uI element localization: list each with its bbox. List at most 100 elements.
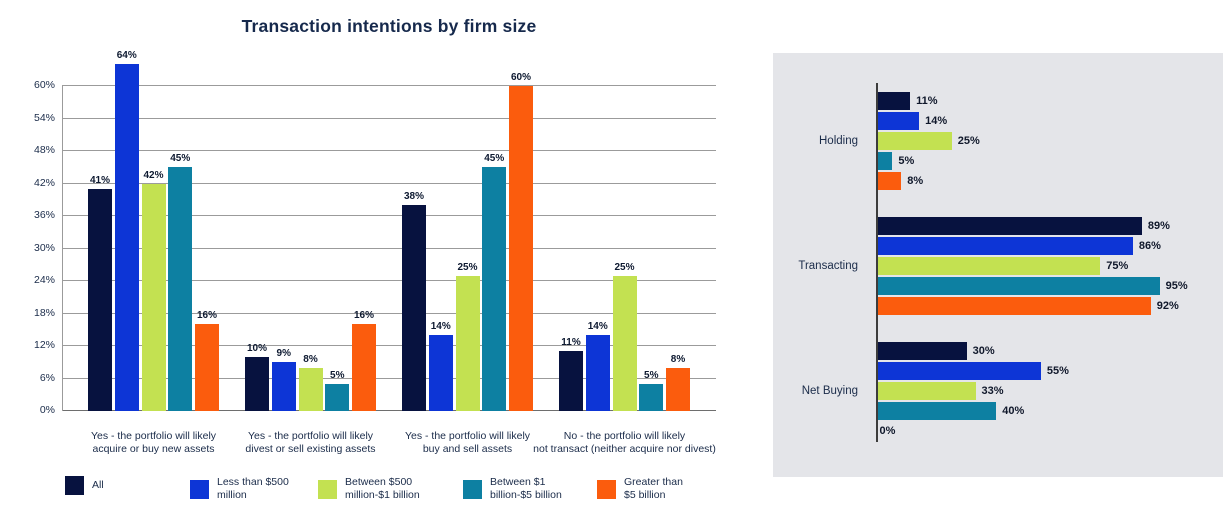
legend-swatch xyxy=(463,479,482,499)
gridline xyxy=(62,312,716,314)
bar xyxy=(195,324,219,411)
legend-item: Greater than $5 billion xyxy=(597,476,683,502)
chart-title: Transaction intentions by firm size xyxy=(241,16,537,36)
bar xyxy=(877,342,967,360)
bar xyxy=(141,183,166,411)
bar xyxy=(455,275,480,411)
gridline xyxy=(62,345,716,346)
bar-value-label: 40% xyxy=(1002,404,1025,417)
bar-value-label: 64% xyxy=(116,50,137,62)
bar xyxy=(877,297,1151,315)
bar xyxy=(877,172,902,190)
y-axis-line xyxy=(876,83,878,442)
bar xyxy=(666,367,690,411)
bar-group: 41% 64% 42% 45% 16% xyxy=(88,50,219,411)
bar-value-label: 86% xyxy=(1138,239,1161,252)
y-tick-label: 48% xyxy=(33,144,55,156)
category-label: No - the portfolio will likely not trans… xyxy=(533,430,716,455)
bar-slot: 8% xyxy=(298,56,323,411)
bar-value-label: 25% xyxy=(457,261,478,273)
bar-value-label: 16% xyxy=(353,310,375,322)
legend-label: Less than $500 million xyxy=(217,476,289,501)
legend-swatch xyxy=(65,476,84,495)
bar-value-label: 92% xyxy=(1156,299,1179,312)
bar-value-label: 75% xyxy=(1106,259,1129,272)
bar-value-label: 25% xyxy=(957,134,980,147)
bar-slot: 11% xyxy=(559,56,583,411)
bar-value-label: 0% xyxy=(879,424,896,437)
x-axis-line xyxy=(62,409,716,411)
category-label: Transacting xyxy=(798,260,858,272)
legend-swatch xyxy=(597,479,616,499)
bar xyxy=(114,64,139,411)
bar-slot: 8% xyxy=(666,56,690,411)
bar xyxy=(877,237,1133,255)
bar-value-label: 60% xyxy=(510,72,532,83)
bar-value-label: 95% xyxy=(1165,279,1188,292)
y-tick-label: 60% xyxy=(33,79,55,91)
legend-item: Between $1 billion-$5 billion xyxy=(463,476,562,502)
bar-value-label: 41% xyxy=(89,174,111,186)
y-tick-label: 36% xyxy=(33,209,55,221)
bar xyxy=(428,335,453,411)
bar xyxy=(877,362,1041,380)
bar-value-label: 14% xyxy=(925,114,948,127)
bar-value-label: 45% xyxy=(170,153,191,165)
bar xyxy=(352,324,376,411)
bar-value-label: 8% xyxy=(670,353,686,365)
grouped-bar-chart: Transaction intentions by firm size 41% 6… xyxy=(33,16,716,502)
bar-value-label: 42% xyxy=(143,169,164,181)
bar-value-label: 8% xyxy=(907,174,924,187)
bar-slot: 5% xyxy=(325,56,350,411)
bar-slot: 9% xyxy=(271,56,296,411)
bar-value-label: 14% xyxy=(587,321,608,333)
bar-value-label: 14% xyxy=(430,321,451,333)
bar xyxy=(245,356,269,411)
legend-label: Greater than $5 billion xyxy=(624,476,683,501)
gridline xyxy=(62,150,716,151)
bar xyxy=(877,382,976,400)
bar-slot: 42% xyxy=(141,56,166,411)
horizontal-bar-chart-panel: Holding 11% 14% 25% 5% 8% Transacting 89% 86% 75%… xyxy=(773,53,1223,477)
bar-group: 11% 14% 25% 5% 8% xyxy=(559,56,690,411)
legend-item: Between $500 million-$1 billion xyxy=(318,476,420,502)
bar-slot: 25% xyxy=(455,56,480,411)
bar xyxy=(482,167,507,411)
bar-group: 38% 14% 25% 45% 60% xyxy=(402,56,533,411)
legend-label: All xyxy=(92,479,104,491)
category-label: Holding xyxy=(819,135,858,147)
bar-group: 10% 9% 8% 5% 16% xyxy=(245,56,376,411)
bar-value-label: 5% xyxy=(898,154,915,167)
bar xyxy=(88,188,112,411)
bar xyxy=(585,335,610,411)
y-tick-label: 30% xyxy=(33,241,55,254)
bar-slot: 14% xyxy=(428,56,453,411)
bar xyxy=(877,112,920,130)
gridline xyxy=(62,182,716,184)
bar xyxy=(877,402,997,420)
bar xyxy=(402,205,426,411)
bar-value-label: 10% xyxy=(246,342,268,354)
plot-area: 41% 64% 42% 45% 16% 10% 9% 8% 5% 16% 38% 14% 25% 45% 6… xyxy=(62,50,716,411)
y-tick-label: 12% xyxy=(33,339,55,351)
y-tick-label: 42% xyxy=(33,176,55,189)
y-tick-label: 24% xyxy=(33,274,55,286)
category-label: Net Buying xyxy=(801,385,858,397)
bar xyxy=(877,92,911,110)
legend-item: Less than $500 million xyxy=(190,476,289,502)
category-label: Yes - the portfolio will likely acquire … xyxy=(90,430,217,455)
legend-swatch xyxy=(190,479,209,499)
y-tick-label: 54% xyxy=(33,111,55,124)
bar-value-label: 16% xyxy=(196,310,218,322)
bar xyxy=(877,257,1101,275)
legend-label: Between $1 billion-$5 billion xyxy=(490,476,562,501)
bar-slot: 25% xyxy=(612,56,637,411)
bar-slot: 41% xyxy=(88,56,112,411)
bar-slot: 5% xyxy=(639,56,664,411)
bar xyxy=(325,383,350,411)
bar xyxy=(612,275,637,411)
gridline xyxy=(62,247,716,249)
bar-value-label: 38% xyxy=(403,191,425,203)
bar-slot: 45% xyxy=(168,56,193,411)
category-label: Yes - the portfolio will likely buy and … xyxy=(404,430,531,455)
